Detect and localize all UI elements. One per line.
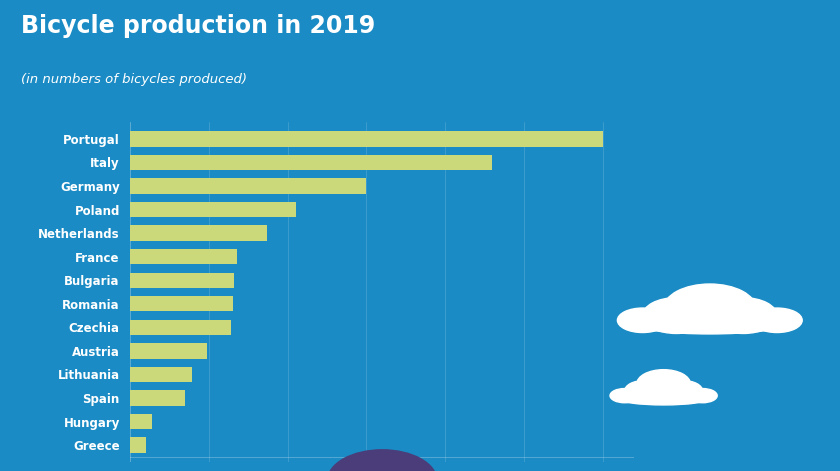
Text: Bicycle production in 2019: Bicycle production in 2019 [21, 14, 375, 38]
Bar [130, 226, 267, 241]
Bar [130, 367, 192, 382]
Bar [130, 273, 234, 288]
Bar [130, 202, 296, 217]
Bar [130, 438, 146, 453]
Bar [130, 249, 238, 264]
Text: (in numbers of bicycles produced): (in numbers of bicycles produced) [21, 73, 247, 86]
Bar [130, 414, 152, 429]
Bar [130, 390, 186, 406]
Bar [130, 155, 492, 170]
Bar [130, 179, 366, 194]
Bar [130, 131, 603, 146]
Bar [130, 296, 233, 311]
Bar [130, 343, 207, 358]
Bar [130, 320, 231, 335]
